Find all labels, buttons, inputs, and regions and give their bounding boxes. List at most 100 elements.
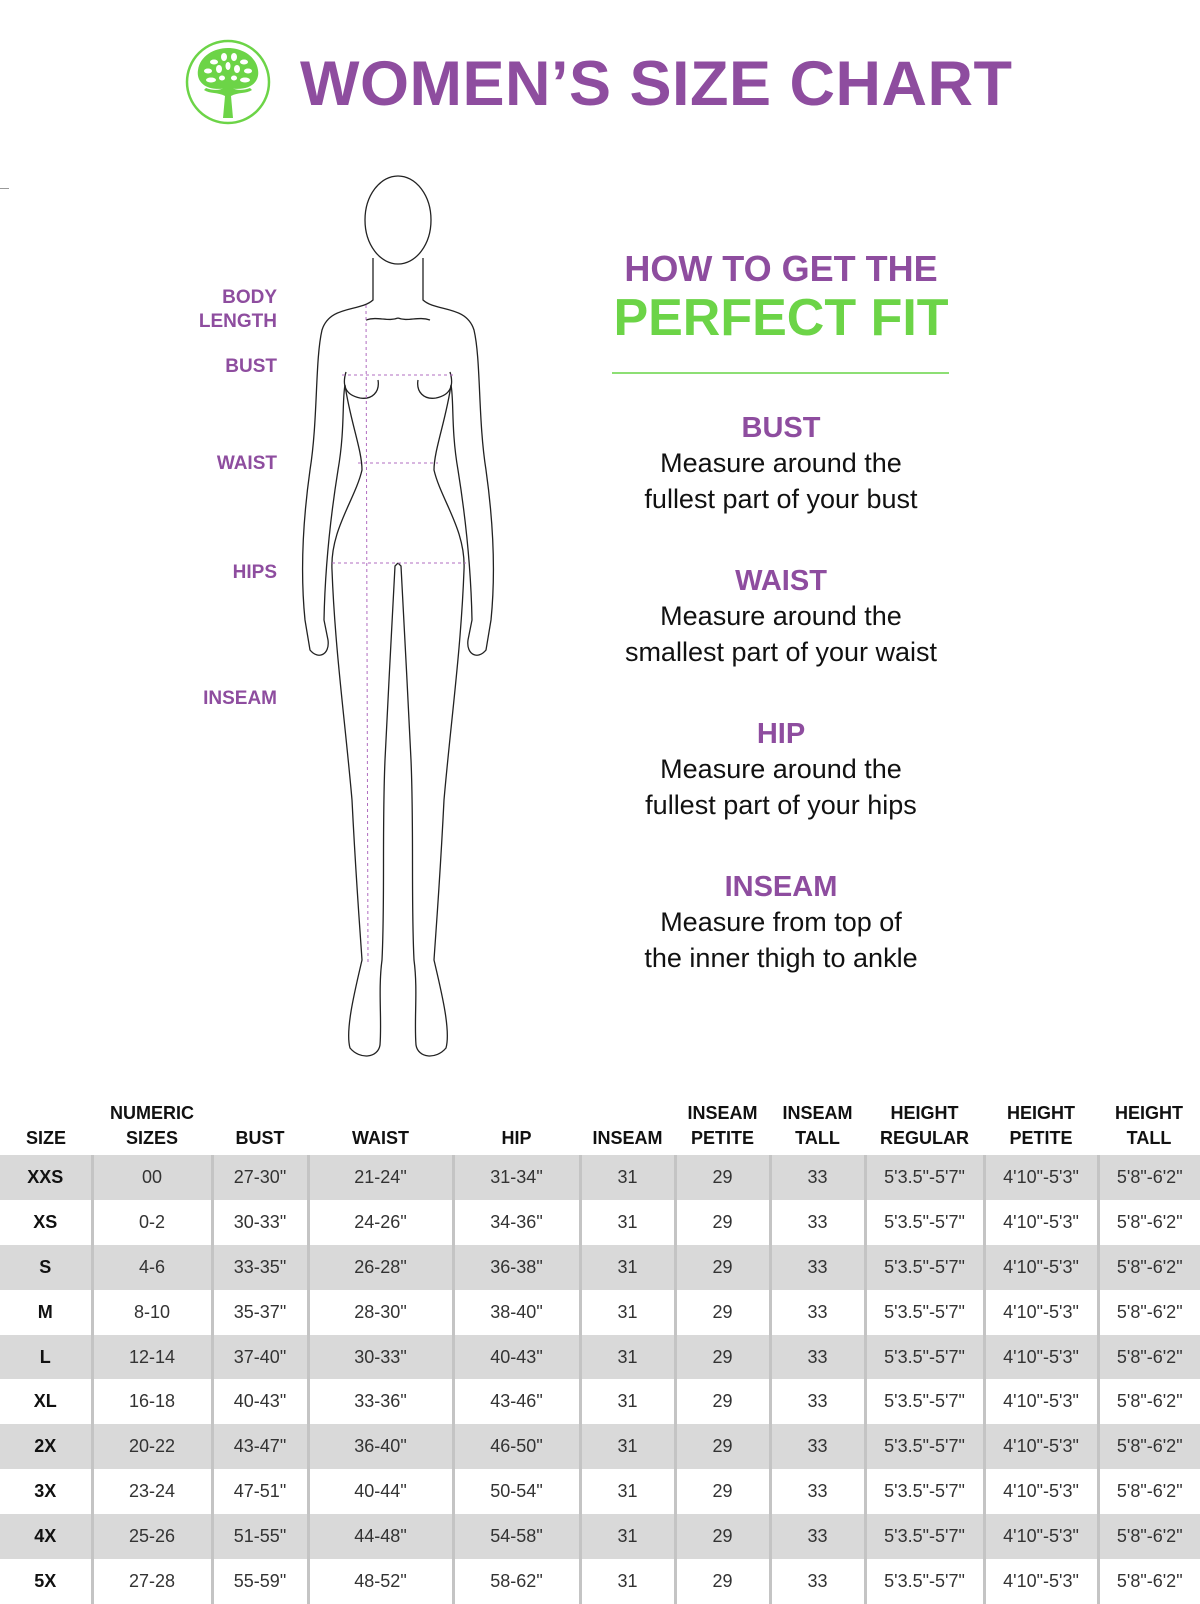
table-cell: 58-62" [451, 1559, 580, 1604]
table-cell: 23-24 [90, 1469, 212, 1515]
table-cell: 29 [673, 1379, 770, 1425]
table-cell: 29 [673, 1559, 770, 1604]
column-header-text: INSEAM [687, 1103, 758, 1123]
column-header: HEIGHT TALL [1098, 1083, 1200, 1155]
label-waist: WAIST [216, 453, 277, 474]
table-cell: 30-33" [306, 1334, 453, 1380]
table-cell: 33 [768, 1379, 865, 1425]
column-header-text: WAIST [352, 1128, 409, 1148]
guide-item-text: smallest part of your waist [624, 637, 938, 667]
guide-item-text: Measure around the [660, 601, 902, 631]
table-cell: 30-33" [210, 1199, 308, 1245]
guide-item-text: the inner thigh to ankle [644, 943, 918, 973]
table-cell: 33 [768, 1334, 865, 1380]
table-cell: 4'10"-5'3" [982, 1244, 1098, 1290]
table-cell: 46-50" [451, 1424, 580, 1470]
label-body-length: BODY LENGTH [198, 287, 277, 332]
size-cell: S [0, 1244, 92, 1290]
guide-item-text: Measure around the [660, 448, 902, 478]
table-row: XS 0-2 30-33" 24-26" 34-36" 31 29 33 5'3.5"-5'7"… [0, 1199, 1200, 1245]
table-cell: 12-14 [90, 1334, 212, 1380]
column-header: HEIGHT PETITE [984, 1083, 1098, 1155]
column-header: WAIST [308, 1083, 453, 1155]
column-header-text: HEIGHT [890, 1103, 959, 1123]
table-cell: 33 [768, 1289, 865, 1335]
column-header: HIP [453, 1083, 580, 1155]
guide-item-bust: BUST Measure around the fullest part of … [581, 412, 981, 517]
table-cell: 29 [673, 1514, 770, 1560]
table-cell: 4'10"-5'3" [982, 1199, 1098, 1245]
table-cell: 44-48" [306, 1514, 453, 1560]
table-cell: 4'10"-5'3" [982, 1334, 1098, 1380]
table-cell: 25-26 [90, 1514, 212, 1560]
table-cell: 4'10"-5'3" [982, 1289, 1098, 1335]
table-cell: 28-30" [306, 1289, 453, 1335]
table-cell: 5'3.5"-5'7" [863, 1469, 984, 1515]
table-cell: 5'8"-6'2" [1096, 1155, 1200, 1200]
table-cell: 29 [673, 1334, 770, 1380]
column-header-text: SIZES [125, 1128, 178, 1148]
column-header-text: INSEAM [782, 1103, 853, 1123]
size-cell: XXS [0, 1155, 92, 1200]
tree-logo-icon [185, 39, 271, 125]
column-header: HEIGHT REGULAR [865, 1083, 984, 1155]
table-cell: 33 [768, 1244, 865, 1290]
table-cell: 5'8"-6'2" [1096, 1289, 1200, 1335]
table-cell: 8-10 [90, 1289, 212, 1335]
table-cell: 31 [578, 1244, 675, 1290]
table-cell: 33 [768, 1469, 865, 1515]
column-header-text: NUMERIC [110, 1103, 194, 1123]
table-cell: 29 [673, 1155, 770, 1200]
table-cell: 4'10"-5'3" [982, 1424, 1098, 1470]
table-cell: 4'10"-5'3" [982, 1155, 1098, 1200]
guide-item-title: WAIST [735, 565, 827, 597]
guide-item-inseam: INSEAM Measure from top of the inner thi… [581, 871, 981, 976]
table-row: 3X 23-24 47-51" 40-44" 50-54" 31 29 33 5'3.5"-5'… [0, 1469, 1200, 1515]
table-cell: 38-40" [451, 1289, 580, 1335]
guide-item-text: Measure from top of [660, 907, 902, 937]
table-cell: 29 [673, 1424, 770, 1470]
table-cell: 31-34" [451, 1155, 580, 1200]
body-figure-illustration [301, 175, 495, 1057]
table-row: XL 16-18 40-43" 33-36" 43-46" 31 29 33 5'3.5"-5'… [0, 1379, 1200, 1425]
size-cell: M [37, 1301, 53, 1322]
column-header: BUST [212, 1083, 308, 1155]
column-header: INSEAM [580, 1083, 675, 1155]
table-cell: 5'3.5"-5'7" [863, 1334, 984, 1380]
edge-tick [0, 188, 9, 189]
table-cell: 5'3.5"-5'7" [863, 1199, 984, 1245]
table-cell: 33 [768, 1514, 865, 1560]
table-cell: 5'8"-6'2" [1096, 1424, 1200, 1470]
table-cell: 5'8"-6'2" [1096, 1244, 1200, 1290]
table-cell: 43-46" [451, 1379, 580, 1425]
column-header-text: HEIGHT [1006, 1103, 1075, 1123]
table-cell: 40-44" [306, 1469, 453, 1515]
table-cell: 48-52" [306, 1559, 453, 1604]
table-cell: 35-37" [210, 1289, 308, 1335]
table-cell: 33-36" [306, 1379, 453, 1425]
table-cell: 5'8"-6'2" [1096, 1469, 1200, 1515]
table-cell: 26-28" [306, 1244, 453, 1290]
column-header-text: HIP [501, 1128, 532, 1148]
table-row: S 4-6 33-35" 26-28" 36-38" 31 29 33 5'3.5"-5'7" 4… [0, 1244, 1200, 1290]
table-cell: 5'8"-6'2" [1096, 1559, 1200, 1604]
size-table: SIZE NUMERIC SIZES BUST WAIST HIP INSEAM INSEAM… [0, 1083, 1200, 1604]
table-cell: 27-30" [210, 1155, 308, 1200]
table-cell: 33 [768, 1559, 865, 1604]
table-cell: 21-24" [306, 1155, 453, 1200]
table-cell: 4'10"-5'3" [982, 1559, 1098, 1604]
table-row: M 8-10 35-37" 28-30" 38-40" 31 29 33 5'3.5"-5'7"… [0, 1289, 1200, 1335]
column-header-text: TALL [795, 1128, 840, 1148]
table-cell: 31 [578, 1424, 675, 1470]
table-cell: 55-59" [210, 1559, 308, 1604]
label-inseam: INSEAM [203, 688, 277, 709]
size-cell: L [0, 1334, 92, 1380]
size-cell: XS [33, 1211, 58, 1232]
table-cell: 00 [90, 1155, 212, 1200]
table-cell: 47-51" [210, 1469, 308, 1515]
table-cell: 5'8"-6'2" [1096, 1199, 1200, 1245]
guide-item-title: HIP [756, 718, 806, 750]
table-row: 2X 20-22 43-47" 36-40" 46-50" 31 29 33 5'3.5"-5'… [0, 1424, 1200, 1470]
size-cell: 4X [0, 1514, 92, 1560]
guide-heading-line2: PERFECT FIT [613, 289, 949, 347]
